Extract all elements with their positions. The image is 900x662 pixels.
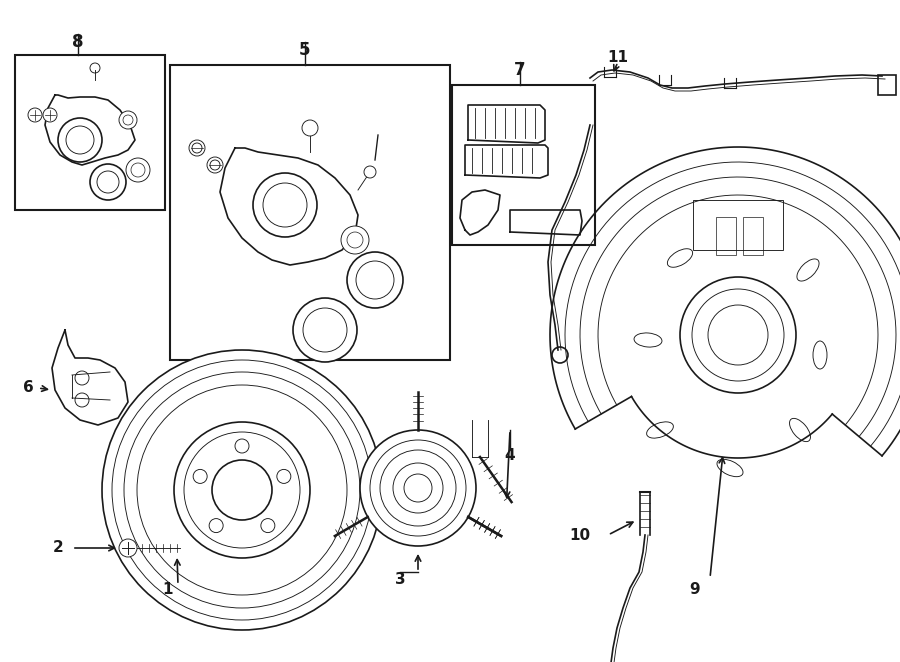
- Polygon shape: [510, 210, 582, 235]
- Polygon shape: [45, 95, 135, 165]
- Circle shape: [277, 469, 291, 483]
- Text: 7: 7: [514, 61, 526, 79]
- Text: 11: 11: [608, 50, 628, 66]
- Circle shape: [189, 140, 205, 156]
- Circle shape: [119, 111, 137, 129]
- Bar: [15, 55, 165, 210]
- Polygon shape: [465, 145, 548, 178]
- Circle shape: [261, 518, 274, 533]
- Circle shape: [302, 120, 318, 136]
- Polygon shape: [52, 330, 128, 425]
- Text: 6: 6: [22, 381, 33, 395]
- Circle shape: [28, 108, 42, 122]
- Text: 10: 10: [570, 528, 590, 542]
- Circle shape: [347, 252, 403, 308]
- Circle shape: [235, 439, 249, 453]
- Bar: [878, 75, 896, 95]
- Circle shape: [174, 422, 310, 558]
- Circle shape: [360, 430, 476, 546]
- Bar: [716, 217, 736, 255]
- Bar: [170, 65, 450, 360]
- Text: 2: 2: [52, 540, 63, 555]
- Text: 3: 3: [395, 573, 405, 587]
- Text: 4: 4: [505, 448, 516, 463]
- Text: 8: 8: [72, 33, 84, 51]
- Circle shape: [680, 277, 796, 393]
- Circle shape: [90, 164, 126, 200]
- Bar: [693, 200, 783, 250]
- Polygon shape: [468, 105, 545, 143]
- Circle shape: [253, 173, 317, 237]
- Circle shape: [364, 166, 376, 178]
- Circle shape: [341, 226, 369, 254]
- Text: 9: 9: [689, 583, 700, 598]
- Bar: [743, 217, 763, 255]
- Bar: [452, 85, 595, 245]
- Circle shape: [552, 347, 568, 363]
- Circle shape: [293, 298, 357, 362]
- Text: 5: 5: [299, 41, 310, 59]
- Circle shape: [212, 460, 272, 520]
- Circle shape: [58, 118, 102, 162]
- Circle shape: [126, 158, 150, 182]
- Circle shape: [119, 539, 137, 557]
- Circle shape: [102, 350, 382, 630]
- Circle shape: [194, 469, 207, 483]
- Circle shape: [209, 518, 223, 533]
- Circle shape: [43, 108, 57, 122]
- Text: 1: 1: [163, 583, 173, 598]
- Circle shape: [207, 157, 223, 173]
- Polygon shape: [220, 148, 358, 265]
